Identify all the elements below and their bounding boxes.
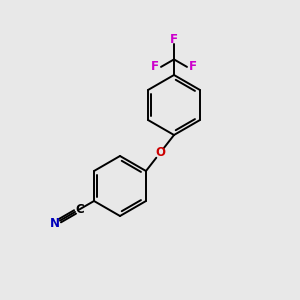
Text: F: F [189, 60, 197, 74]
Text: F: F [151, 60, 159, 74]
Text: F: F [170, 33, 178, 46]
Text: O: O [155, 146, 165, 160]
Text: C: C [75, 203, 84, 216]
Text: N: N [50, 217, 60, 230]
